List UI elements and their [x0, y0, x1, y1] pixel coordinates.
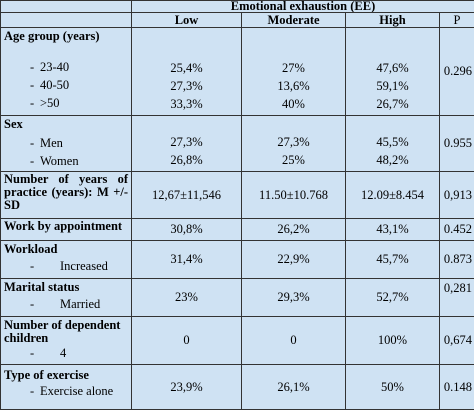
- cell-value: 27,3%: [135, 80, 238, 93]
- marital-low: 23%: [132, 279, 242, 317]
- age-high-cell: 47,6% 59,1% 26,7%: [346, 28, 440, 116]
- section-title-dependents: Number of dependent children: [4, 319, 128, 345]
- cell-value: 48,2%: [349, 154, 436, 167]
- age-sub-2: -40-50: [4, 79, 128, 92]
- column-header-high: High: [346, 13, 440, 28]
- header-empty-cell: [1, 13, 132, 28]
- dependents-high: 100%: [346, 317, 440, 365]
- cell-value: 25,4%: [135, 62, 238, 75]
- section-title-exercise: Type of exercise: [4, 369, 128, 382]
- dependents-p-value: 0,674: [440, 317, 474, 365]
- cell-value: 26,8%: [135, 154, 238, 167]
- section-title-sex: Sex: [4, 118, 128, 131]
- sex-moderate-cell: 27,3% 25%: [242, 116, 346, 172]
- age-p-value: 0.296: [440, 28, 474, 116]
- marital-moderate: 29,3%: [242, 279, 346, 317]
- workload-sub: -Increased: [4, 260, 128, 273]
- table-row: Type of exercise -Exercise alone 23,9% 2…: [1, 365, 474, 410]
- age-moderate-cell: 27% 13,6% 40%: [242, 28, 346, 116]
- cell-value: 25%: [245, 154, 342, 167]
- appointment-high: 43,1%: [346, 219, 440, 241]
- years-p-value: 0,913: [440, 172, 474, 219]
- marital-sub: -Married: [4, 298, 128, 311]
- row-label-years-practice: Number of years of practice (years): M +…: [1, 172, 132, 219]
- exercise-low: 23,9%: [132, 365, 242, 410]
- years-low: 12,67±11,546: [132, 172, 242, 219]
- cell-value: 59,1%: [349, 80, 436, 93]
- years-moderate: 11.50±10.768: [242, 172, 346, 219]
- workload-p-value: 0.873: [440, 241, 474, 279]
- table-row: Age group (years) -23-40 -40-50 ->50 25,…: [1, 28, 474, 116]
- sex-p-value: 0.955: [440, 116, 474, 172]
- section-title-workload: Workload: [4, 243, 128, 256]
- marital-p-value: 0,281: [440, 279, 474, 317]
- dependents-sub: -4: [4, 347, 128, 360]
- header-group-row: Emotional exhaustion (EE): [1, 1, 474, 13]
- table-row: Marital status -Married 23% 29,3% 52,7% …: [1, 279, 474, 317]
- row-label-marital-status: Marital status -Married: [1, 279, 132, 317]
- sex-high-cell: 45,5% 48,2%: [346, 116, 440, 172]
- row-label-type-of-exercise: Type of exercise -Exercise alone: [1, 365, 132, 410]
- exercise-sub: -Exercise alone: [4, 385, 128, 398]
- sex-low-cell: 27,3% 26,8%: [132, 116, 242, 172]
- table-row: Number of dependent children -4 0 0 100%…: [1, 317, 474, 365]
- appointment-low: 30,8%: [132, 219, 242, 241]
- sex-sub-2: -Women: [4, 155, 128, 168]
- sex-sub-1: -Men: [4, 137, 128, 150]
- cell-value: 27,3%: [135, 136, 238, 149]
- workload-moderate: 22,9%: [242, 241, 346, 279]
- age-low-cell: 25,4% 27,3% 33,3%: [132, 28, 242, 116]
- section-title-age: Age group (years): [4, 30, 128, 43]
- cell-value: 27%: [245, 62, 342, 75]
- exercise-high: 50%: [346, 365, 440, 410]
- appointment-moderate: 26,2%: [242, 219, 346, 241]
- workload-high: 45,7%: [346, 241, 440, 279]
- age-sub-3: ->50: [4, 97, 128, 110]
- years-high: 12.09±8.454: [346, 172, 440, 219]
- column-header-p: P: [440, 13, 474, 28]
- cell-value: 33,3%: [135, 98, 238, 111]
- header-group-label: Emotional exhaustion (EE): [132, 1, 474, 13]
- age-sub-1: -23-40: [4, 61, 128, 74]
- workload-low: 31,4%: [132, 241, 242, 279]
- marital-high: 52,7%: [346, 279, 440, 317]
- cell-value: 40%: [245, 98, 342, 111]
- table-row: Work by appointment 30,8% 26,2% 43,1% 0.…: [1, 219, 474, 241]
- exercise-moderate: 26,1%: [242, 365, 346, 410]
- cell-value: 13,6%: [245, 80, 342, 93]
- row-label-workload: Workload -Increased: [1, 241, 132, 279]
- row-label-work-by-appointment: Work by appointment: [1, 219, 132, 241]
- section-title-marital: Marital status: [4, 281, 128, 294]
- dependents-low: 0: [132, 317, 242, 365]
- column-header-low: Low: [132, 13, 242, 28]
- table-row: Workload -Increased 31,4% 22,9% 45,7% 0.…: [1, 241, 474, 279]
- dependents-moderate: 0: [242, 317, 346, 365]
- cell-value: 45,5%: [349, 136, 436, 149]
- cell-value: 47,6%: [349, 62, 436, 75]
- cell-value: 26,7%: [349, 98, 436, 111]
- exercise-p-value: 0.148: [440, 365, 474, 410]
- table-row: Sex -Men -Women 27,3% 26,8% 27,3% 25% 45…: [1, 116, 474, 172]
- row-label-sex: Sex -Men -Women: [1, 116, 132, 172]
- row-label-age-group: Age group (years) -23-40 -40-50 ->50: [1, 28, 132, 116]
- column-header-moderate: Moderate: [242, 13, 346, 28]
- cell-value: 27,3%: [245, 136, 342, 149]
- table-row: Number of years of practice (years): M +…: [1, 172, 474, 219]
- header-empty-cell: [1, 1, 132, 13]
- row-label-dependent-children: Number of dependent children -4: [1, 317, 132, 365]
- appointment-p-value: 0.452: [440, 219, 474, 241]
- header-columns-row: Low Moderate High P: [1, 13, 474, 28]
